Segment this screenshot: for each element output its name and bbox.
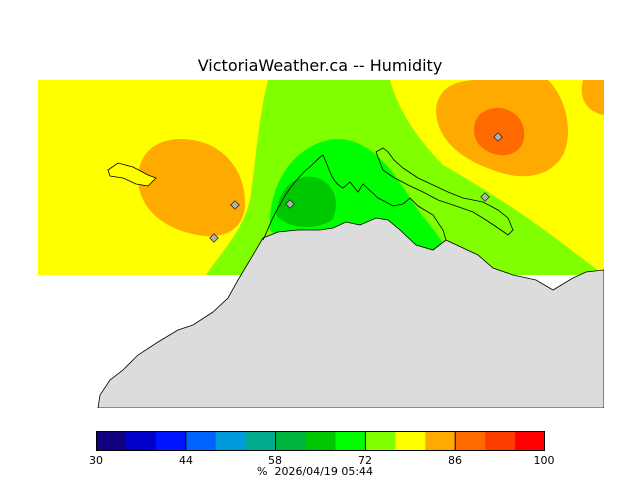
- legend-swatch: [515, 431, 545, 451]
- legend-swatch: [155, 431, 187, 451]
- color-legend: [96, 431, 545, 451]
- page-title: VictoriaWeather.ca -- Humidity: [197, 56, 443, 75]
- legend-swatch: [485, 431, 516, 451]
- legend-tick-label: 72: [358, 454, 372, 467]
- legend-tick-label: 44: [179, 454, 193, 467]
- legend-tick-label: 58: [268, 454, 282, 467]
- legend-swatch: [425, 431, 456, 451]
- legend-swatch: [395, 431, 426, 451]
- vancouver-island-coast: [262, 154, 447, 241]
- legend-tick-label: 86: [448, 454, 462, 467]
- legend-swatch: [365, 431, 396, 451]
- zone-86-93: [474, 107, 525, 156]
- station-marker[interactable]: [493, 132, 503, 142]
- legend-swatch: [455, 431, 486, 451]
- legend-swatch: [96, 431, 127, 451]
- zone-79-86-corner: [581, 80, 604, 115]
- land-mass: [97, 217, 604, 408]
- gulf-islands: [375, 147, 514, 236]
- humidity-map[interactable]: [38, 80, 604, 408]
- zone-79-86-left: [138, 138, 246, 237]
- legend-swatch: [215, 431, 247, 451]
- legend-border: [96, 431, 545, 451]
- station-marker[interactable]: [209, 233, 219, 243]
- legend-caption: % 2026/04/19 05:44: [257, 465, 373, 478]
- zone-51-58: [276, 176, 336, 227]
- legend-swatch: [245, 431, 277, 451]
- station-marker[interactable]: [230, 200, 240, 210]
- legend-swatch: [275, 431, 307, 451]
- legend-tick-label: 100: [533, 454, 555, 467]
- station-marker[interactable]: [285, 199, 295, 209]
- timestamp: 2026/04/19 05:44: [274, 465, 374, 478]
- legend-swatch: [335, 431, 366, 451]
- legend-tick-label: 30: [89, 454, 103, 467]
- island-left: [107, 162, 157, 187]
- legend-swatch: [185, 431, 217, 451]
- legend-swatch: [125, 431, 157, 451]
- legend-swatch: [305, 431, 336, 451]
- unit-label: %: [257, 465, 268, 478]
- station-marker[interactable]: [480, 192, 490, 202]
